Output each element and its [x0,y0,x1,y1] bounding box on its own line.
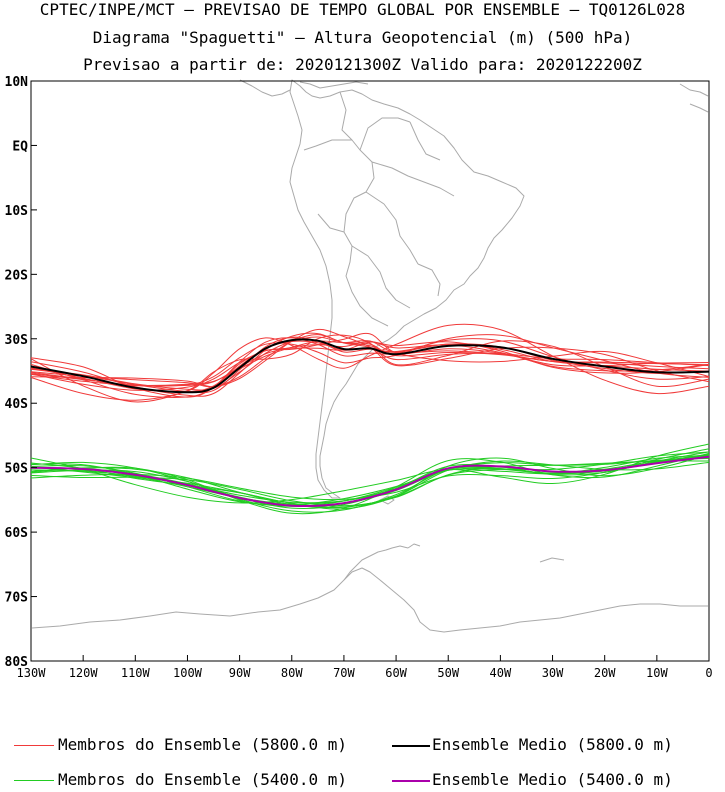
ensemble-member-line [30,452,710,515]
members-5800 [30,323,710,403]
lon-tick-label: 30W [542,666,564,680]
lon-tick-label: 90W [229,666,251,680]
header-line-3: Previsao a partir de: 2020121300Z Valido… [83,55,642,74]
ensemble-member-line [30,332,710,398]
ensemble-member-line [30,451,710,509]
ensemble-member-line [30,328,710,388]
lon-tick-label: 60W [385,666,407,680]
lon-tick-label: 0 [705,666,712,680]
legend-mean-5400: Ensemble Medio (5400.0 m) [432,770,673,789]
lon-tick-label: 20W [594,666,616,680]
header-line-1: CPTEC/INPE/MCT – PREVISAO DE TEMPO GLOBA… [39,0,686,19]
lon-tick-label: 100W [173,666,203,680]
legend-members-5400: Membros do Ensemble (5400.0 m) [58,770,347,789]
caribbean-coast [299,81,369,89]
lat-tick-label: 10N [5,75,29,90]
legend-swatch-mean-5400 [392,780,430,782]
ensemble-member-line [30,454,710,510]
lat-tick-label: 40S [5,397,29,412]
ensemble-means [30,338,710,508]
ensemble-member-line [30,451,710,509]
lat-tick-label: 20S [5,268,29,283]
falklands-coast [379,495,395,505]
ensemble-member-line [30,341,710,391]
coastlines [31,79,709,633]
ensemble-member-line [30,336,710,394]
south-america-coast [289,79,525,499]
lon-tick-label: 10W [646,666,668,680]
legend-swatch-mean-5800 [392,745,430,747]
lat-tick-label: 70S [5,591,29,606]
members-5400 [30,443,710,515]
ensemble-member-line [30,334,710,388]
lat-tick-label: 50S [5,462,29,477]
lon-tick-label: 110W [121,666,151,680]
legend-mean-5800: Ensemble Medio (5800.0 m) [432,735,673,754]
ensemble-mean-5400-line [30,455,710,508]
lon-tick-label: 40W [490,666,512,680]
lat-tick-label: 60S [5,526,29,541]
lon-tick-label: 70W [333,666,355,680]
legend-swatch-members-5400 [14,780,54,781]
antarctica-coast [31,567,708,633]
lat-tick-label: EQ [12,139,28,154]
legend-swatch-members-5800 [14,745,54,746]
lon-tick-label: 120W [69,666,99,680]
lon-tick-label: 50W [437,666,459,680]
lat-tick-label: 10S [5,204,29,219]
antarctic-islands [407,543,565,563]
lon-tick-label: 80W [281,666,303,680]
ensemble-mean-5800-line [30,338,710,394]
lat-tick-label: 30S [5,333,29,348]
africa-coast [679,83,709,113]
lat-tick-label: 80S [5,655,29,670]
lon-tick-label: 130W [17,666,47,680]
legend-members-5800: Membros do Ensemble (5800.0 m) [58,735,347,754]
country-borders [303,91,455,327]
antarctic-peninsula [343,545,409,581]
header-line-2: Diagrama "Spaguetti" – Altura Geopotenci… [92,28,633,47]
central-america-coast [239,79,291,97]
